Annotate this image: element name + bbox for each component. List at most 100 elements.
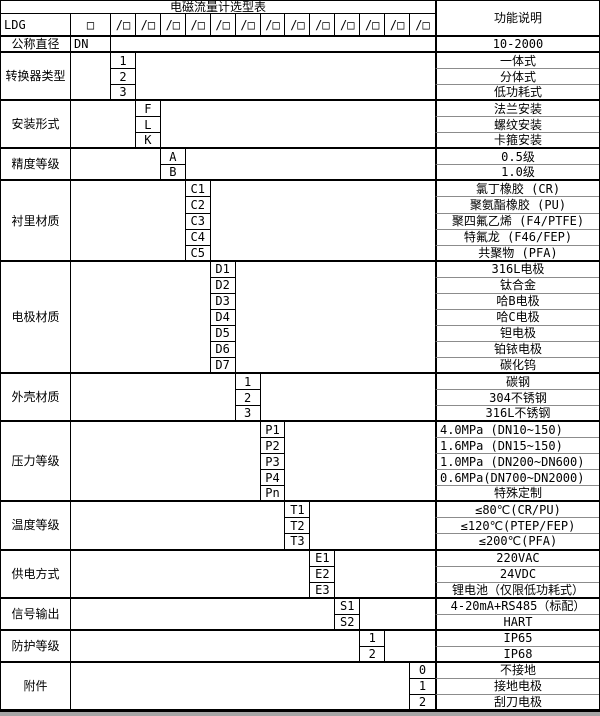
model-slot-cell: /□ <box>285 14 311 37</box>
option-code-cell: DN <box>71 37 111 54</box>
model-slot-cell: /□ <box>385 14 411 37</box>
option-code-cell: E2 <box>310 566 336 583</box>
function-desc-cell: 接地电极 <box>434 678 599 695</box>
option-code-cell: A <box>160 149 186 166</box>
model-first-box: □ <box>71 14 111 37</box>
function-desc-cell: 24VDC <box>434 566 599 583</box>
option-code-cell: T1 <box>285 502 311 519</box>
function-desc-cell: 不接地 <box>434 662 599 679</box>
option-code-cell: 2 <box>111 69 136 86</box>
function-desc-cell: 4-20mA+RS485（标配） <box>434 598 599 615</box>
function-desc-cell: ≤200℃(PFA) <box>434 534 599 551</box>
function-desc-cell: 220VAC <box>434 550 599 567</box>
blank-right <box>135 53 435 102</box>
option-code-cell: 1 <box>235 373 261 391</box>
blank-right <box>285 422 435 503</box>
blank-right <box>335 551 435 599</box>
blank-left <box>71 101 136 150</box>
function-desc-cell: 一体式 <box>434 53 599 70</box>
category-label: 精度等级 <box>1 149 71 182</box>
function-desc-cell: 碳化钨 <box>434 357 599 374</box>
option-code-cell: P3 <box>260 454 286 471</box>
option-code-cell: D7 <box>210 357 236 374</box>
blank-right <box>160 101 435 150</box>
option-code-cell: 2 <box>360 646 386 663</box>
option-code-cell: L <box>135 117 161 134</box>
function-desc-cell: 10-2000 <box>434 37 599 54</box>
function-desc-cell: 铂铱电极 <box>434 341 599 358</box>
blank-right <box>185 149 435 182</box>
function-desc-cell: ≤80℃(CR/PU) <box>434 502 599 519</box>
function-desc-cell: 聚四氟乙烯 (F4/PTFE) <box>434 213 599 230</box>
function-desc-cell: IP65 <box>434 630 599 647</box>
model-slot-cell: /□ <box>160 14 186 37</box>
blank-left <box>71 662 411 711</box>
category-label: 安装形式 <box>1 101 71 150</box>
function-desc-cell: 卡箍安装 <box>434 133 599 150</box>
model-slot-cell: /□ <box>111 14 136 37</box>
option-code-cell: D2 <box>210 277 236 294</box>
blank-left <box>71 598 336 631</box>
category-label: 转换器类型 <box>1 53 71 102</box>
option-code-cell: E3 <box>310 582 336 599</box>
function-desc-cell: 1.0级 <box>434 165 599 182</box>
model-slot-cell: /□ <box>360 14 386 37</box>
option-code-cell: C3 <box>185 213 211 230</box>
model-slot-cell: /□ <box>310 14 336 37</box>
option-code-cell: 0 <box>410 663 435 679</box>
option-code-cell: T3 <box>285 534 311 551</box>
function-desc-cell: 0.6MPa(DN700~DN2000) <box>434 470 599 487</box>
option-code-cell: 1 <box>111 53 136 70</box>
function-desc-cell: 法兰安装 <box>434 101 599 118</box>
function-desc-cell: 分体式 <box>434 69 599 86</box>
blank-right <box>260 374 435 423</box>
option-code-cell: P2 <box>260 438 286 455</box>
function-desc-cell: 聚氨酯橡胶 (PU) <box>434 197 599 214</box>
window-bottom-edge <box>0 712 600 716</box>
model-slot-cell: /□ <box>135 14 161 37</box>
category-label: 外壳材质 <box>1 373 71 423</box>
model-slot-cell: /□ <box>210 14 236 37</box>
category-label: 压力等级 <box>1 422 71 503</box>
function-desc-cell: 钛合金 <box>434 277 599 294</box>
option-code-cell: S2 <box>335 614 361 631</box>
function-desc-cell: 304不锈钢 <box>434 390 599 407</box>
model-prefix: LDG <box>1 14 71 37</box>
blank-right <box>360 599 435 631</box>
option-code-cell: D5 <box>210 325 236 342</box>
option-code-cell: S1 <box>335 598 361 615</box>
option-code-cell: Pn <box>260 486 286 503</box>
function-desc-cell: 特氟龙 (F46/FEP) <box>434 229 599 246</box>
option-code-cell: C2 <box>185 197 211 214</box>
option-code-cell: C4 <box>185 229 211 246</box>
blank-left <box>71 181 186 262</box>
blank-left <box>71 53 111 102</box>
blank-left <box>71 550 311 599</box>
blank-right <box>210 181 435 262</box>
blank-right <box>235 262 435 374</box>
function-desc-cell: ≤120℃(PTEP/FEP) <box>434 518 599 535</box>
function-desc-cell: 哈C电极 <box>434 309 599 326</box>
option-code-cell: F <box>135 101 161 118</box>
option-code-cell: P4 <box>260 470 286 487</box>
function-desc-cell: 1.0MPa (DN200~DN600) <box>434 454 599 471</box>
table-title: 电磁流量计选型表 <box>1 1 435 14</box>
function-desc-cell: 钽电极 <box>434 325 599 342</box>
category-label: 电极材质 <box>1 261 71 374</box>
function-desc-cell: 氯丁橡胶 (CR) <box>434 181 599 198</box>
blank-left <box>71 422 261 503</box>
option-code-cell: D1 <box>210 261 236 278</box>
option-code-cell: 1 <box>360 630 386 647</box>
function-column-header: 功能说明 <box>434 1 599 37</box>
option-code-cell: D4 <box>210 309 236 326</box>
function-desc-cell: 4.0MPa (DN10~150) <box>434 422 599 439</box>
option-code-cell: K <box>135 133 161 150</box>
function-desc-cell: 0.5级 <box>434 149 599 166</box>
category-label: 公称直径 <box>1 37 71 54</box>
function-desc-cell: 316L不锈钢 <box>434 406 599 423</box>
function-desc-cell: 特殊定制 <box>434 486 599 503</box>
option-code-cell: 2 <box>235 390 261 407</box>
blank-left <box>71 630 361 663</box>
option-code-cell: C5 <box>185 245 211 262</box>
